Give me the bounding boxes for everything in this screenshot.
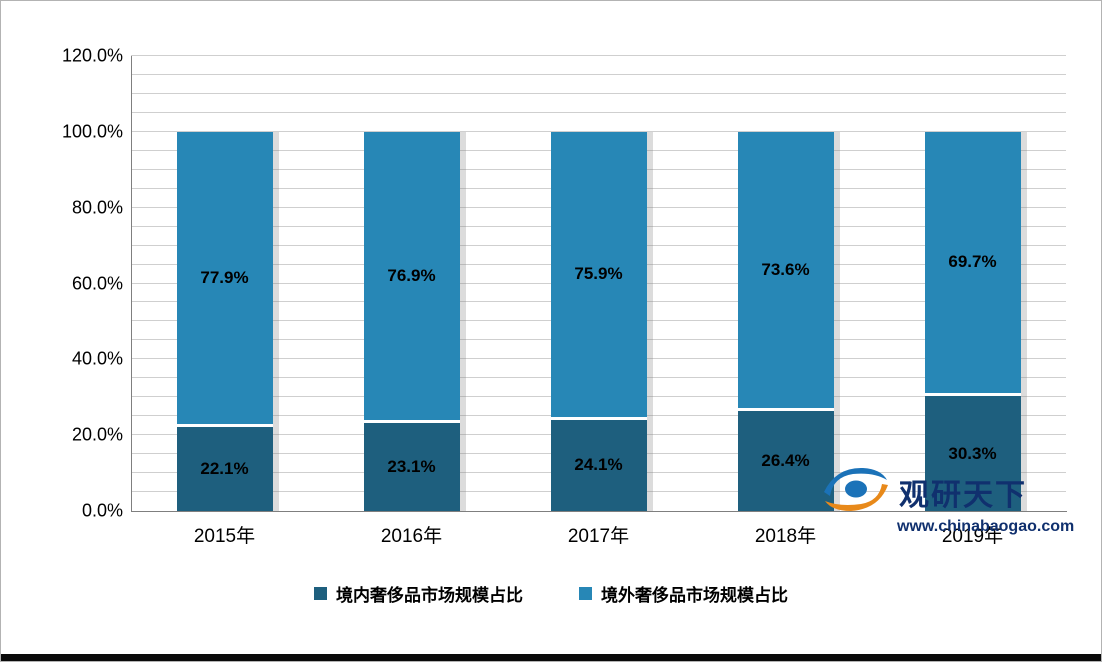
legend-label: 境外奢侈品市场规模占比 — [601, 586, 788, 605]
y-tick-label: 120.0% — [61, 45, 123, 66]
legend-marker-icon — [314, 587, 327, 600]
x-axis-label: 2017年 — [567, 526, 630, 547]
bar-slot: 24.1% 75.9% — [505, 56, 692, 511]
legend: 境内奢侈品市场规模占比 境外奢侈品市场规模占比 — [1, 581, 1101, 606]
bar-stack-2019年: 30.3% 69.7% — [924, 131, 1021, 511]
x-axis-category-labels: 2015年 2016年 2017年 2018年 2019年 — [131, 521, 1066, 548]
x-axis-label: 2015年 — [193, 526, 256, 547]
x-axis-label: 2018年 — [754, 526, 817, 547]
bar-data-label: 76.9% — [387, 266, 436, 286]
bar-segment: 23.1% — [363, 423, 460, 511]
bar-data-label: 73.6% — [761, 259, 810, 279]
bar-slot: 22.1% 77.9% — [131, 56, 318, 511]
x-axis-label: 2016年 — [380, 526, 443, 547]
y-tick-label: 100.0% — [61, 121, 123, 142]
bottom-strip — [1, 654, 1101, 661]
bar-segment: 69.7% — [924, 131, 1021, 394]
gridline — [131, 130, 1066, 132]
bar-stack-2016年: 23.1% 76.9% — [363, 131, 460, 511]
bar-data-label: 22.1% — [200, 459, 249, 479]
bar-data-label: 30.3% — [948, 443, 997, 463]
plot-area: 22.1% 77.9% 23.1% 76.9% 24.1% 75.9% 26.4% 73.6%… — [131, 55, 1066, 511]
y-tick-label: 0.0% — [81, 500, 123, 521]
y-tick-label: 80.0% — [71, 197, 123, 218]
bar-segment: 75.9% — [550, 131, 647, 417]
y-axis-line — [131, 56, 132, 512]
bar-slot: 26.4% 73.6% — [692, 56, 879, 511]
bar-stack-2018年: 26.4% 73.6% — [737, 131, 834, 511]
bar-data-label: 26.4% — [761, 450, 810, 470]
bar-segment: 73.6% — [737, 131, 834, 408]
legend-marker-icon — [579, 587, 592, 600]
bar-data-label: 77.9% — [200, 268, 249, 288]
y-tick-label: 40.0% — [71, 348, 123, 369]
x-axis-line — [131, 511, 1067, 512]
bar-data-label: 23.1% — [387, 457, 436, 477]
gridline — [131, 111, 1066, 113]
bar-segment: 76.9% — [363, 131, 460, 421]
bar-segment: 77.9% — [176, 131, 273, 425]
y-tick-label: 60.0% — [71, 273, 123, 293]
bar-data-label: 75.9% — [574, 264, 623, 284]
y-tick-label: 20.0% — [71, 424, 123, 445]
bar-segment: 26.4% — [737, 410, 834, 511]
gridline — [131, 73, 1066, 75]
legend-item: 境内奢侈品市场规模占比 — [314, 581, 523, 606]
bar-stack-2015年: 22.1% 77.9% — [176, 131, 273, 511]
bar-segment: 22.1% — [176, 427, 273, 511]
bars-row: 22.1% 77.9% 23.1% 76.9% 24.1% 75.9% 26.4% 73.6%… — [131, 56, 1066, 511]
bar-stack-2017年: 24.1% 75.9% — [550, 131, 647, 511]
bar-slot: 30.3% 69.7% — [879, 56, 1066, 511]
bar-data-label: 24.1% — [574, 455, 623, 475]
y-axis-tick-labels: 0.0% 20.0% 40.0% 60.0% 80.0% 100.0% 120.0% — [13, 46, 123, 521]
bar-segment: 24.1% — [550, 419, 647, 511]
legend-label: 境内奢侈品市场规模占比 — [336, 586, 523, 605]
bar-data-label: 69.7% — [948, 252, 997, 272]
gridline — [131, 92, 1066, 94]
bar-segment: 30.3% — [924, 396, 1021, 511]
legend-item: 境外奢侈品市场规模占比 — [579, 581, 788, 606]
gridline — [131, 55, 1066, 56]
x-axis-label: 2019年 — [941, 526, 1004, 547]
bar-slot: 23.1% 76.9% — [318, 56, 505, 511]
